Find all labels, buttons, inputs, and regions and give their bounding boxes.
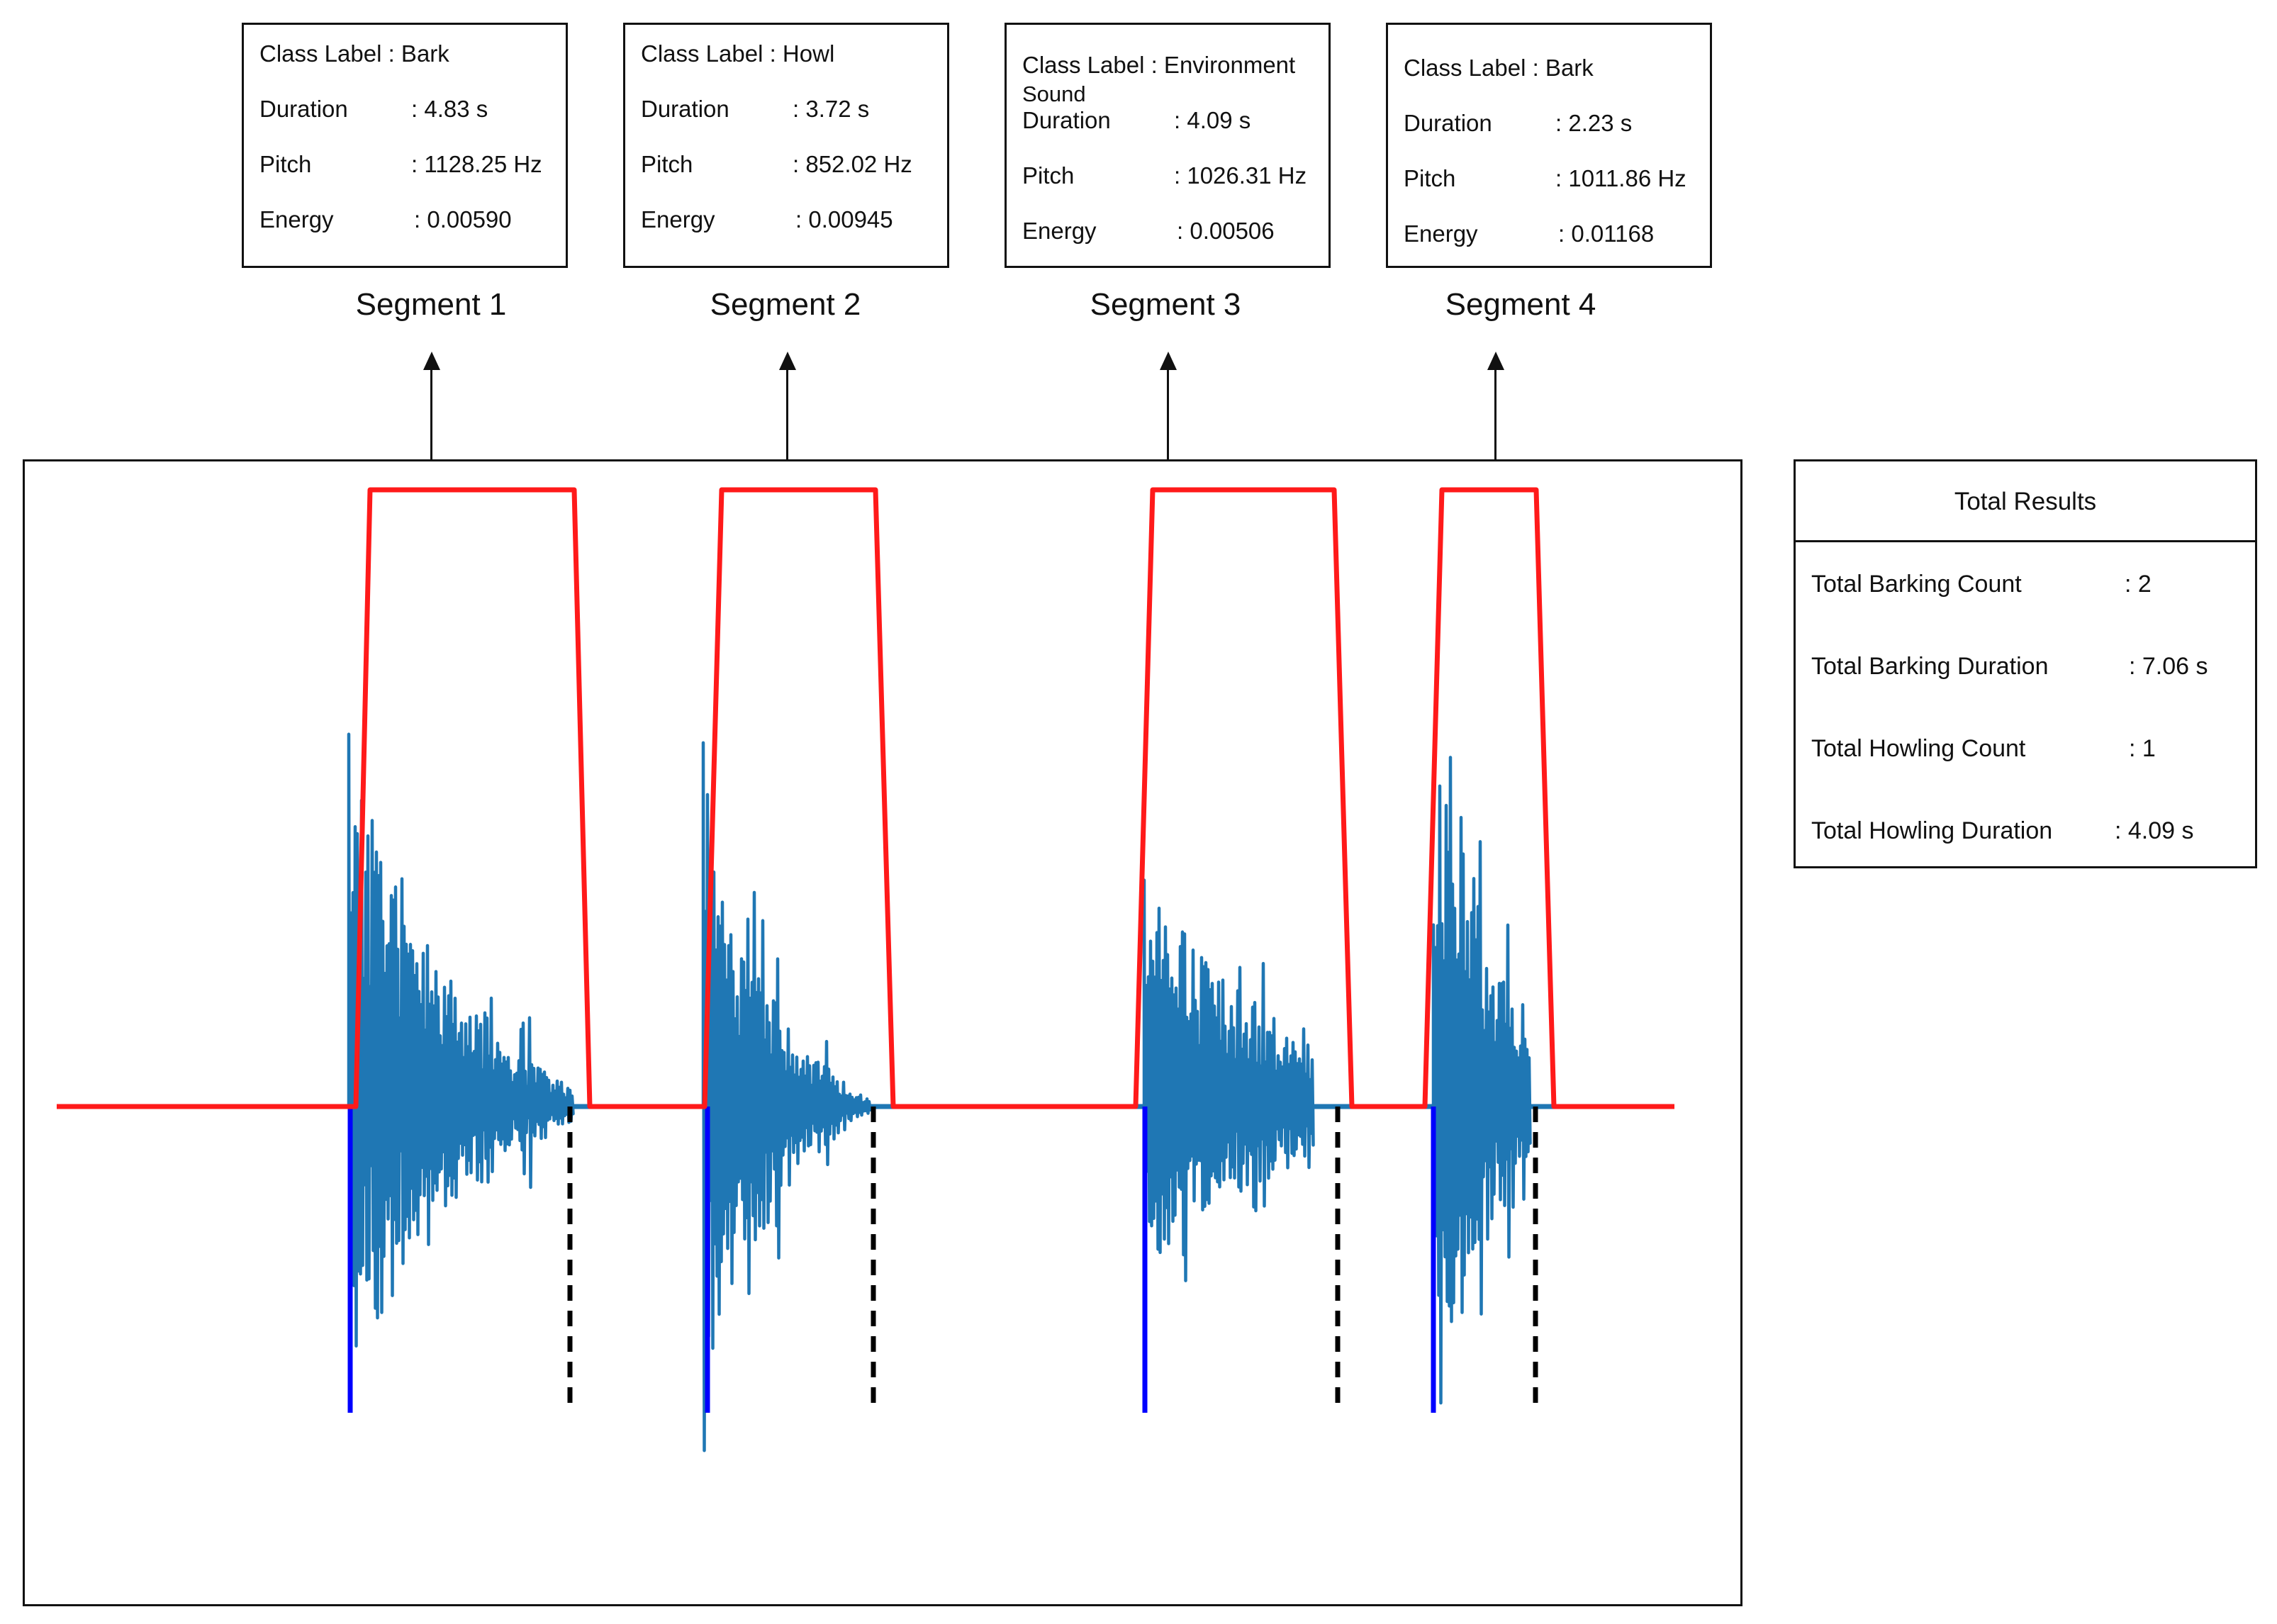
segment-3-arrow-line xyxy=(1167,369,1169,461)
segment-4-arrow-line xyxy=(1494,369,1496,461)
total-barking-count: Total Barking Count: 2 xyxy=(1811,571,2152,598)
segment-4-arrow-head xyxy=(1487,352,1504,370)
segment-2-class-label: Class Label : Howl xyxy=(641,40,835,67)
segment-3-class-label: Class Label : Environment xyxy=(1022,52,1296,78)
segment-1-arrow-head xyxy=(423,352,440,370)
segment-2-arrow-head xyxy=(779,352,796,370)
segment-3-class-label-cont: Sound xyxy=(1022,82,1086,106)
total-results-title: Total Results xyxy=(1796,461,2255,542)
waveform-plot-frame xyxy=(23,459,1742,1606)
total-barking-duration: Total Barking Duration: 7.06 s xyxy=(1811,653,2208,680)
segment-4-info-box: Class Label : Bark Duration: 2.23 s Pitc… xyxy=(1386,23,1712,268)
segment-1-arrow-line xyxy=(430,369,432,461)
total-results-box: Total Results Total Barking Count: 2 Tot… xyxy=(1794,459,2257,868)
detection-envelope xyxy=(57,487,1674,1109)
segment-3-info-box: Class Label : Environment Sound Duration… xyxy=(1005,23,1331,268)
segment-boundary-markers xyxy=(347,1107,1538,1413)
total-howling-count: Total Howling Count: 1 xyxy=(1811,735,2156,762)
segment-1-class-label: Class Label : Bark xyxy=(259,40,449,67)
total-howling-duration: Total Howling Duration: 4.09 s xyxy=(1811,817,2194,844)
segment-2-arrow-line xyxy=(786,369,788,461)
segment-2-info-box: Class Label : Howl Duration: 3.72 s Pitc… xyxy=(623,23,949,268)
segment-1-info-box: Class Label : Bark Duration: 4.83 s Pitc… xyxy=(242,23,568,268)
segment-3-arrow-head xyxy=(1160,352,1177,370)
segment-1-title: Segment 1 xyxy=(355,287,507,322)
waveform-plot xyxy=(57,487,1674,1452)
segment-2-title: Segment 2 xyxy=(710,287,861,322)
segment-4-class-label: Class Label : Bark xyxy=(1404,55,1594,81)
segment-4-title: Segment 4 xyxy=(1445,287,1596,322)
segment-3-title: Segment 3 xyxy=(1090,287,1241,322)
